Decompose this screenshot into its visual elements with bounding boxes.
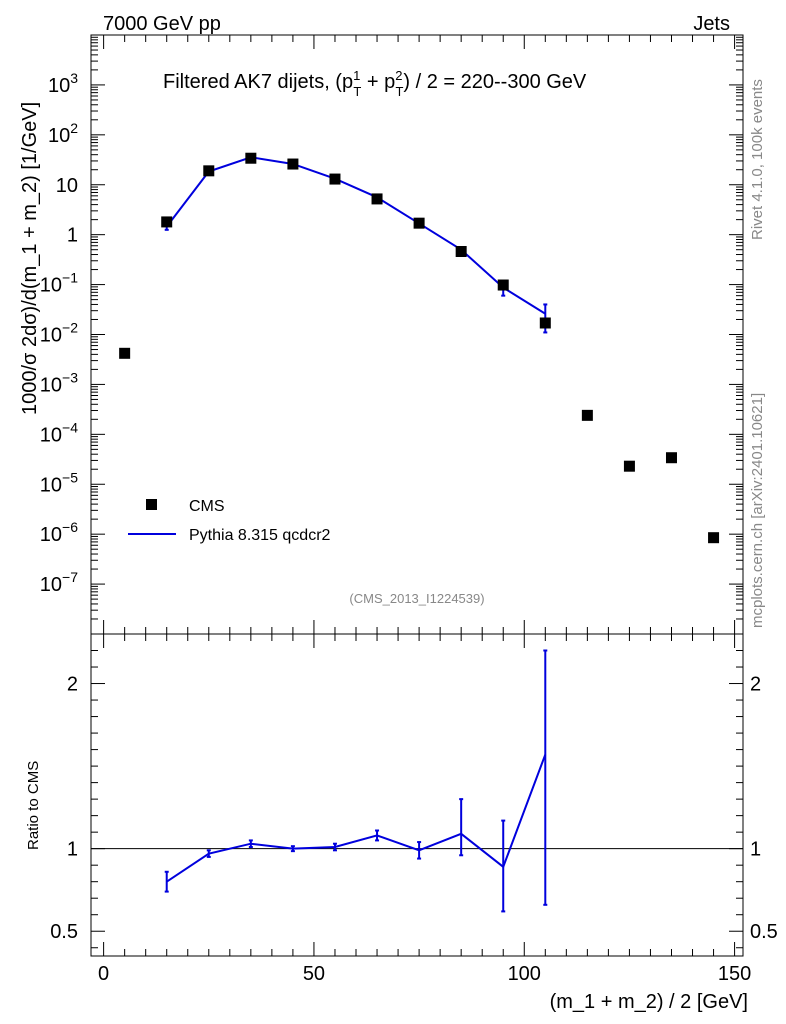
ratio-tick-label-right: 1	[750, 839, 761, 861]
legend-cms-marker	[146, 499, 157, 510]
legend-pythia-label: Pythia 8.315 qcdcr2	[189, 527, 331, 544]
axis-ticks	[91, 34, 743, 956]
rivet-label: Rivet 4.1.0, 100k events	[749, 79, 766, 240]
title-plus: + p	[361, 71, 395, 93]
y-tick-label: 10−1	[40, 270, 78, 297]
tick-labels: 0 50 100 15010310210110−110−210−310−410−510…	[40, 70, 778, 985]
main-plot-frame	[90, 34, 744, 635]
cms-data-point	[245, 152, 257, 164]
mcplots-label: mcplots.cern.ch [arXiv:2401.10621]	[749, 393, 766, 628]
ratio-tick-label-left: 1	[67, 839, 78, 861]
x-tick-label: 150	[718, 963, 751, 985]
ratio-tick-label-right: 2	[750, 674, 761, 696]
y-tick-label: 10−5	[40, 469, 78, 496]
cms-data-point	[413, 217, 425, 229]
cms-data-point	[455, 246, 467, 258]
x-tick-label: 0	[98, 963, 109, 985]
y-tick-label: 10−6	[40, 519, 78, 546]
y-axis-label: 1000/σ 2dσ)/d(m_1 + m_2) [1/GeV]	[19, 102, 41, 415]
ratio-tick-label-left: 0.5	[50, 921, 78, 943]
data-marks	[91, 152, 743, 913]
y-tick-label: 10−2	[40, 320, 78, 347]
title-main: Filtered AK7 dijets, (p	[163, 71, 353, 93]
ratio-line	[166, 754, 547, 883]
cms-data-point	[708, 532, 720, 544]
y-tick-label: 1	[67, 225, 78, 247]
y-tick-label: 10−3	[40, 369, 78, 396]
title-sup2: 2	[395, 68, 402, 83]
cms-data-point	[539, 317, 551, 329]
cms-data-point	[623, 460, 635, 472]
ratio-tick-label-right: 0.5	[750, 921, 778, 943]
cms-data-point	[371, 193, 383, 205]
header-right: Jets	[693, 13, 730, 35]
title-sub1: T	[353, 84, 361, 99]
x-axis-label: (m_1 + m_2) / 2 [GeV]	[550, 991, 748, 1013]
title-end: ) / 2 = 220--300 GeV	[403, 71, 587, 93]
x-tick-label: 50	[303, 963, 325, 985]
y-tick-label: 10	[56, 175, 78, 197]
cms-data-point	[161, 216, 173, 228]
legend-cms-label: CMS	[189, 498, 225, 515]
title-sup1: 1	[353, 68, 360, 83]
cms-data-point	[497, 279, 509, 291]
cms-data-point	[329, 173, 341, 185]
plot-title: Filtered AK7 dijets, (p1 T + p2 T) / 2 = 2…	[163, 68, 587, 99]
cms-data-point	[203, 165, 215, 177]
cms-data-point	[665, 452, 677, 464]
y-tick-label: 103	[48, 70, 78, 97]
ratio-y-axis-label: Ratio to CMS	[25, 761, 42, 850]
ratio-tick-label-left: 2	[67, 674, 78, 696]
pythia-line	[165, 156, 546, 315]
x-tick-label: 100	[508, 963, 541, 985]
title-sub2: T	[395, 84, 403, 99]
header-left: 7000 GeV pp	[103, 13, 221, 35]
cms-data-point	[287, 158, 299, 170]
y-tick-label: 10−4	[40, 419, 78, 446]
y-tick-label: 10−7	[40, 569, 78, 596]
cms-data-point	[119, 347, 131, 359]
y-tick-label: 102	[48, 120, 78, 147]
ratio-plot-frame	[90, 633, 744, 957]
analysis-id: (CMS_2013_I1224539)	[349, 591, 484, 606]
cms-data-point	[581, 409, 593, 421]
